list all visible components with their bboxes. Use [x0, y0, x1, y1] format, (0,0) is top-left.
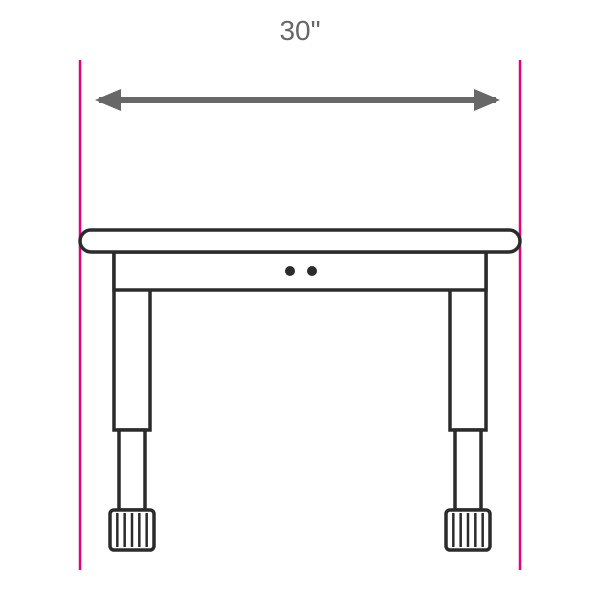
apron-hole: [307, 266, 317, 276]
arrowhead-right-icon: [474, 89, 500, 111]
apron-hole: [285, 266, 295, 276]
table-leg-lower: [455, 430, 481, 510]
table-apron: [114, 252, 486, 290]
table-leg-lower: [119, 430, 145, 510]
arrowhead-left-icon: [95, 89, 121, 111]
dimension-label-text: 30": [279, 15, 320, 46]
table-top: [80, 230, 520, 252]
dimension-diagram: 30": [0, 0, 600, 600]
